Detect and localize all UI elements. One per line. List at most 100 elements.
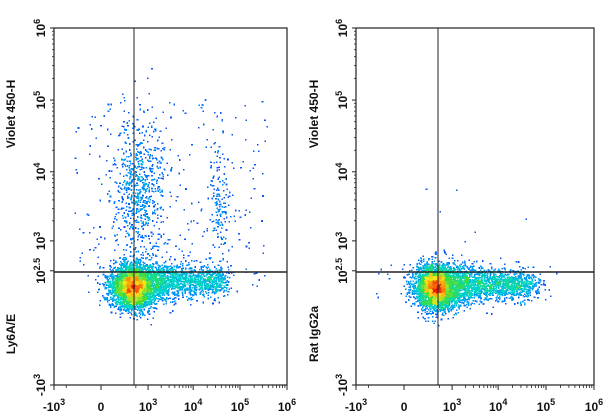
event-dot — [136, 276, 139, 278]
event-dot — [121, 295, 123, 298]
event-dot — [136, 257, 139, 260]
event-dot — [137, 275, 140, 277]
event-dot — [112, 286, 115, 289]
event-dot — [159, 292, 161, 294]
event-dot — [144, 297, 146, 299]
event-dot — [167, 284, 170, 286]
event-dot — [145, 210, 147, 213]
event-dot — [211, 289, 214, 291]
event-dot — [129, 149, 131, 151]
event-dot — [147, 151, 150, 153]
event-dot — [140, 162, 142, 165]
event-dot — [166, 216, 168, 219]
event-dot — [189, 281, 191, 284]
event-dot — [126, 285, 128, 287]
event-dot — [111, 170, 113, 173]
event-dot — [145, 298, 147, 300]
event-dot — [191, 286, 194, 289]
event-dot — [127, 197, 129, 199]
event-dot — [139, 179, 141, 182]
event-dot — [226, 216, 228, 219]
event-dot — [158, 295, 160, 297]
event-dot — [124, 261, 126, 264]
event-dot — [123, 284, 126, 287]
event-dot — [208, 277, 211, 279]
event-dot — [144, 134, 146, 137]
event-dot — [215, 277, 217, 279]
event-dot — [157, 186, 159, 188]
event-dot — [161, 286, 164, 289]
event-dot — [212, 282, 214, 284]
event-dot — [126, 191, 128, 194]
event-dot — [135, 308, 138, 310]
event-dot — [134, 306, 136, 308]
event-dot — [117, 285, 119, 288]
event-dot — [123, 283, 125, 285]
event-dot — [121, 304, 124, 307]
event-dot — [147, 297, 149, 300]
event-dot — [219, 269, 222, 271]
event-dot — [151, 171, 153, 174]
event-dot — [142, 264, 145, 266]
event-dot — [122, 309, 125, 311]
event-dot — [162, 175, 164, 178]
event-dot — [141, 187, 144, 189]
event-dot — [118, 227, 120, 230]
event-dot — [145, 288, 148, 290]
event-dot — [227, 281, 230, 283]
event-dot — [137, 273, 140, 275]
event-dot — [216, 195, 218, 198]
event-dot — [142, 178, 145, 180]
event-dot — [215, 198, 217, 200]
event-dot — [124, 128, 126, 131]
event-dot — [116, 167, 118, 169]
event-dot — [139, 260, 142, 262]
event-dot — [104, 286, 107, 289]
event-dot — [99, 304, 101, 306]
event-dot — [151, 235, 153, 237]
event-dot — [223, 279, 226, 281]
event-dot — [163, 266, 165, 268]
event-dot — [228, 272, 230, 275]
event-dot — [130, 301, 133, 303]
event-dot — [130, 171, 133, 173]
event-dot — [189, 292, 191, 294]
event-dot — [195, 294, 198, 296]
event-dot — [129, 277, 131, 279]
event-dot — [122, 265, 124, 267]
event-dot — [189, 275, 192, 277]
event-dot — [201, 284, 204, 287]
event-dot — [137, 306, 139, 308]
event-dot — [165, 285, 167, 288]
event-dot — [141, 182, 144, 184]
event-dot — [168, 258, 171, 261]
event-dot — [215, 278, 218, 280]
event-dot — [165, 297, 168, 300]
event-dot — [129, 246, 132, 248]
event-dot — [138, 296, 140, 299]
event-dot — [131, 270, 134, 272]
event-dot — [143, 266, 145, 269]
event-dot — [228, 204, 230, 207]
event-dot — [110, 273, 113, 275]
event-dot — [151, 213, 154, 215]
event-dot — [141, 284, 143, 286]
event-dot — [156, 208, 159, 210]
event-dot — [119, 280, 122, 282]
event-dot — [141, 163, 143, 166]
event-dot — [155, 267, 157, 269]
event-dot — [130, 304, 133, 306]
event-dot — [137, 302, 139, 304]
event-dot — [153, 149, 155, 152]
event-dot — [218, 275, 221, 277]
event-dot — [129, 169, 131, 172]
event-dot — [139, 264, 142, 267]
event-dot — [171, 277, 174, 280]
event-dot — [116, 273, 119, 276]
event-dot — [169, 279, 172, 282]
event-dot — [126, 281, 128, 283]
event-dot — [224, 242, 226, 244]
event-dot — [141, 302, 144, 304]
event-dot — [162, 285, 165, 288]
event-dot — [155, 128, 157, 131]
